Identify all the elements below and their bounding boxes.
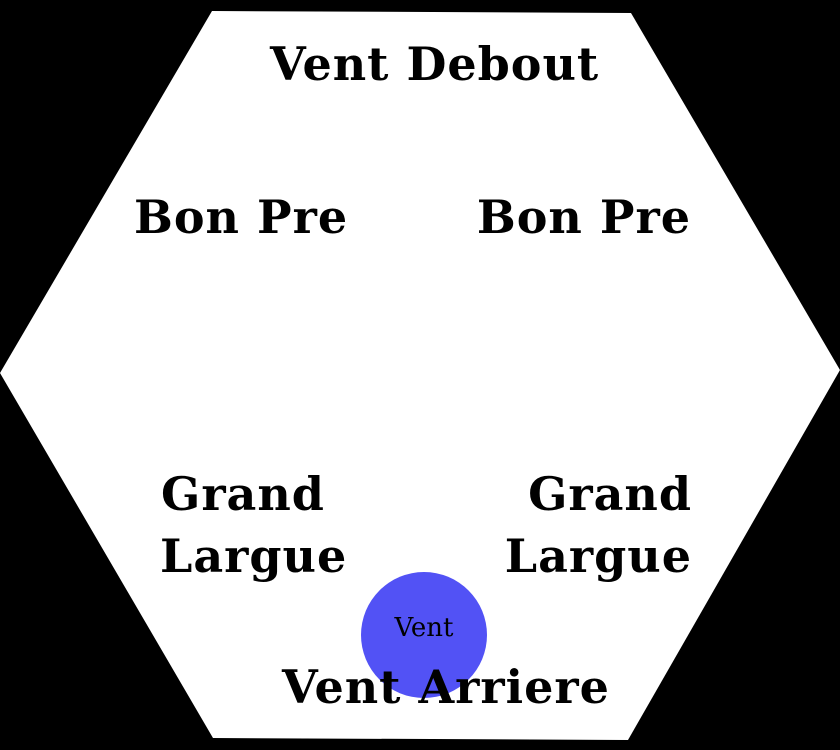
zone-label-lower-right: Grand Largue (500, 463, 692, 587)
zone-label-bottom: Vent Arriere (282, 660, 610, 714)
zone-label-lower-left-line-2: Largue (160, 529, 348, 583)
hexagon-shape (0, 11, 840, 740)
zone-label-upper-right: Bon Pre (476, 190, 691, 244)
wind-marker-label: Vent (394, 613, 454, 643)
zone-label-lower-left-line-1: Grand (161, 467, 325, 521)
zone-label-lower-right-line-1: Grand (528, 467, 692, 521)
zone-label-lower-left: Grand Largue (160, 463, 348, 587)
zone-label-lower-right-line-2: Largue (504, 529, 692, 583)
zone-label-top: Vent Debout (270, 37, 600, 91)
zone-label-upper-left: Bon Pre (134, 190, 349, 244)
wind-marker[interactable]: Vent (361, 572, 487, 698)
